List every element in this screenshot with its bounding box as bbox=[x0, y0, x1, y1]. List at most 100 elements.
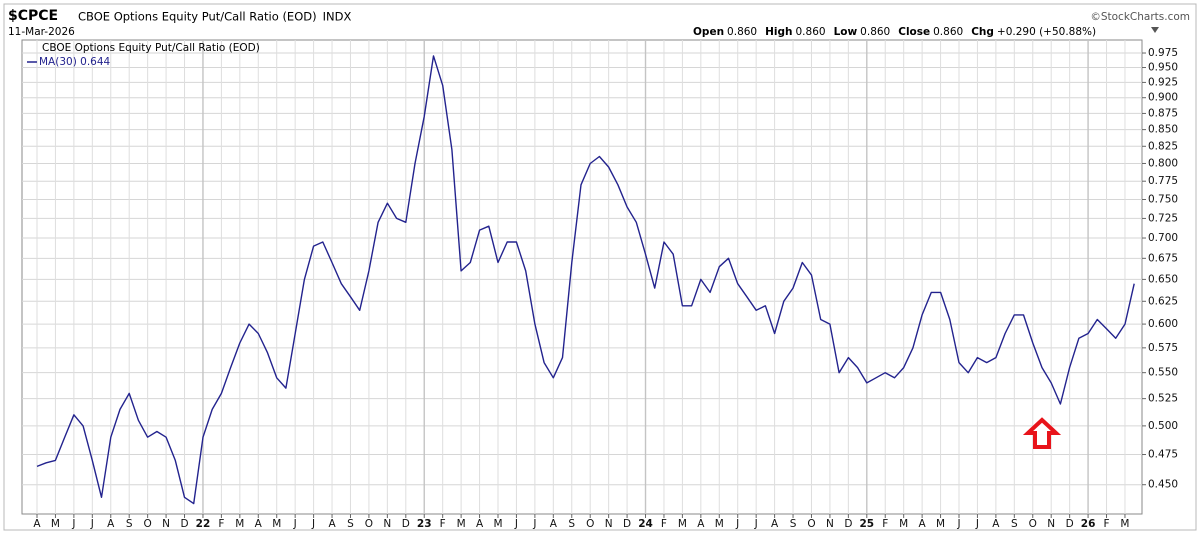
x-tick-label: 22 bbox=[196, 518, 211, 530]
y-tick-label: 0.950 bbox=[1148, 62, 1178, 74]
x-tick-label: F bbox=[1103, 518, 1109, 530]
x-tick-label: M bbox=[678, 518, 687, 530]
quote-label: Open bbox=[693, 26, 724, 38]
quote-value: 0.860 bbox=[727, 26, 757, 38]
x-tick-label: 24 bbox=[638, 518, 653, 530]
x-tick-label: M bbox=[457, 518, 466, 530]
x-tick-label: D bbox=[623, 518, 631, 530]
y-tick-label: 0.550 bbox=[1148, 367, 1178, 379]
x-tick-label: S bbox=[1011, 518, 1018, 530]
x-tick-label: D bbox=[180, 518, 188, 530]
x-tick-label: N bbox=[162, 518, 170, 530]
x-tick-label: J bbox=[532, 518, 536, 530]
legend-entry: MA(30) 0.644 bbox=[39, 56, 111, 68]
y-tick-label: 0.850 bbox=[1148, 124, 1178, 136]
x-tick-label: A bbox=[919, 518, 927, 530]
symbol: $CPCE bbox=[8, 8, 58, 24]
x-tick-label: S bbox=[347, 518, 354, 530]
x-tick-label: M bbox=[715, 518, 724, 530]
x-tick-label: J bbox=[514, 518, 518, 530]
y-tick-label: 0.875 bbox=[1148, 107, 1178, 119]
y-tick-label: 0.700 bbox=[1148, 232, 1178, 244]
x-tick-label: D bbox=[402, 518, 410, 530]
y-tick-label: 0.975 bbox=[1148, 47, 1178, 59]
x-tick-label: A bbox=[33, 518, 41, 530]
x-tick-label: J bbox=[311, 518, 315, 530]
y-tick-label: 0.525 bbox=[1148, 393, 1178, 405]
y-tick-label: 0.600 bbox=[1148, 318, 1178, 330]
y-tick-label: 0.800 bbox=[1148, 157, 1178, 169]
x-tick-label: M bbox=[936, 518, 945, 530]
quote-label: Close bbox=[898, 26, 930, 38]
x-tick-label: J bbox=[71, 518, 75, 530]
x-tick-label: J bbox=[293, 518, 297, 530]
x-tick-label: A bbox=[255, 518, 263, 530]
y-tick-label: 0.925 bbox=[1148, 76, 1178, 88]
quote-value: 0.860 bbox=[933, 26, 963, 38]
x-tick-label: F bbox=[218, 518, 224, 530]
x-tick-label: 23 bbox=[417, 518, 432, 530]
x-tick-label: M bbox=[899, 518, 908, 530]
x-tick-label: M bbox=[493, 518, 502, 530]
x-tick-label: A bbox=[328, 518, 336, 530]
x-tick-label: N bbox=[826, 518, 834, 530]
source: ©StockCharts.com bbox=[1090, 11, 1190, 23]
quote-label: Chg bbox=[971, 26, 994, 38]
x-tick-label: M bbox=[1120, 518, 1129, 530]
x-tick-label: O bbox=[807, 518, 815, 530]
x-tick-label: S bbox=[126, 518, 133, 530]
x-tick-label: J bbox=[90, 518, 94, 530]
x-tick-label: J bbox=[956, 518, 960, 530]
x-tick-label: O bbox=[1029, 518, 1037, 530]
x-tick-label: D bbox=[844, 518, 852, 530]
x-tick-label: N bbox=[1047, 518, 1055, 530]
date: 11-Mar-2026 bbox=[8, 26, 75, 38]
x-tick-label: F bbox=[440, 518, 446, 530]
y-tick-label: 0.725 bbox=[1148, 212, 1178, 224]
x-tick-label: N bbox=[605, 518, 613, 530]
x-tick-label: A bbox=[771, 518, 779, 530]
x-tick-label: J bbox=[754, 518, 758, 530]
x-tick-label: A bbox=[992, 518, 1000, 530]
annotation-arrow bbox=[1022, 417, 1062, 449]
plot-area bbox=[21, 39, 1143, 515]
grid bbox=[22, 40, 1142, 514]
x-tick-label: O bbox=[586, 518, 594, 530]
exchange: INDX bbox=[323, 10, 352, 24]
y-tick-label: 0.900 bbox=[1148, 92, 1178, 104]
y-tick-label: 0.450 bbox=[1148, 479, 1178, 491]
y-tick-label: 0.575 bbox=[1148, 342, 1178, 354]
x-tick-label: 26 bbox=[1081, 518, 1096, 530]
x-tick-label: A bbox=[107, 518, 115, 530]
x-tick-label: O bbox=[365, 518, 373, 530]
y-tick-label: 0.625 bbox=[1148, 295, 1178, 307]
x-tick-label: A bbox=[697, 518, 705, 530]
series-line bbox=[36, 55, 1135, 505]
y-tick-label: 0.750 bbox=[1148, 194, 1178, 206]
x-tick-label: M bbox=[51, 518, 60, 530]
y-tick-label: 0.475 bbox=[1148, 449, 1178, 461]
x-tick-label: M bbox=[235, 518, 244, 530]
quote-label: Low bbox=[834, 26, 858, 38]
x-tick-label: F bbox=[882, 518, 888, 530]
x-tick-label: 25 bbox=[859, 518, 874, 530]
y-tick-label: 0.500 bbox=[1148, 420, 1178, 432]
y-tick-label: 0.775 bbox=[1148, 175, 1178, 187]
x-tick-label: A bbox=[476, 518, 484, 530]
x-tick-label: F bbox=[661, 518, 667, 530]
quote-icon bbox=[1151, 27, 1159, 33]
x-tick-label: O bbox=[144, 518, 152, 530]
y-tick-label: 0.825 bbox=[1148, 140, 1178, 152]
quote: Open 0.860 High 0.860 Low 0.860 Close 0.860 Chg +… bbox=[693, 26, 1096, 38]
legend-title: CBOE Options Equity Put/Call Ratio (EOD) bbox=[42, 42, 260, 54]
x-tick-label: M bbox=[272, 518, 281, 530]
quote-label: High bbox=[765, 26, 792, 38]
x-tick-label: N bbox=[383, 518, 391, 530]
x-tick-label: J bbox=[975, 518, 979, 530]
y-tick-label: 0.650 bbox=[1148, 273, 1178, 285]
quote-value: 0.860 bbox=[796, 26, 826, 38]
x-tick-label: A bbox=[550, 518, 558, 530]
quote-value: 0.860 bbox=[860, 26, 890, 38]
x-tick-label: J bbox=[735, 518, 739, 530]
